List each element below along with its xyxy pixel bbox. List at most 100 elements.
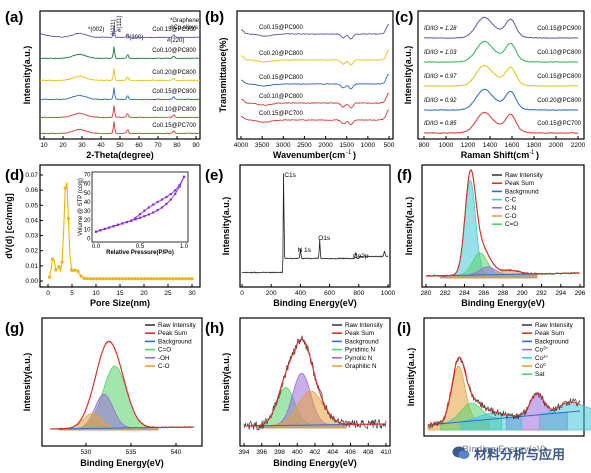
xrd-curve-label: Co0.10@PC800 [152, 48, 196, 54]
n1s-legend-entry: Pyridinic N [345, 347, 376, 354]
xrd-xlabel: 2-Theta(degree) [86, 150, 154, 160]
survey-peak-c1s: C1s [284, 172, 296, 179]
inset-point [138, 213, 142, 216]
pore-point [155, 277, 159, 281]
xrd-series [39, 25, 201, 39]
ftir-series [240, 109, 390, 126]
inset-point [103, 227, 106, 231]
co2p-legend-entry: Raw Intensity [535, 322, 574, 329]
panel-label-i: (i) [397, 320, 411, 337]
pore-point [76, 269, 80, 273]
ftir-curve-label: Co0.15@PC700 [259, 111, 303, 117]
c1s-legend-entry: Raw Intensity [505, 172, 544, 179]
c1s-xlabel: Binding Energy(eV) [461, 298, 545, 308]
inset-xlabel: Relative Pressure(P/Po) [106, 250, 174, 256]
ftir-x-tick-label: 2000 [318, 142, 333, 149]
ftir-x-tick-label: 2500 [297, 142, 312, 149]
co2p-ylabel: Intensity(a.u.) [406, 348, 416, 407]
raman-series [423, 111, 579, 134]
o1s-xlabel: Binding Energy(eV) [80, 458, 164, 468]
raman-xlabel-sup: -1 [529, 150, 535, 156]
pore-point [111, 277, 115, 281]
inset-point [174, 189, 177, 192]
pore-point [95, 277, 99, 281]
inset-point [143, 215, 146, 218]
xrd-x-tick-label: 10 [40, 142, 48, 149]
raman-x-tick-label: 1400 [483, 142, 498, 149]
panel-label-b: (b) [205, 9, 224, 26]
ftir-series [240, 73, 390, 90]
n1s-x-tick-label: 408 [363, 449, 374, 456]
raman-curve-label: Co0.10@PC800 [537, 50, 581, 56]
xrd-x-tick-label: 40 [97, 142, 105, 149]
n1s-x-tick-label: 402 [310, 449, 321, 456]
ftir-xlabel-end: ) [353, 150, 356, 160]
raman-x-tick-label: 1800 [527, 142, 542, 149]
pore-point [149, 277, 153, 281]
survey-x-tick-label: 0 [240, 290, 244, 297]
n1s-sum [244, 338, 386, 427]
co2p-xlabel: Binding Energy(eV) [462, 444, 546, 454]
pore-point [171, 277, 175, 281]
pore-point [158, 277, 162, 281]
inset-point [178, 185, 181, 188]
n1s-ylabel: Intensity(a.u.) [221, 353, 231, 412]
co2p-legend-entry: Co0 [535, 362, 546, 371]
co2p-legend-entry: Co3+ [535, 345, 549, 354]
pore-point [82, 276, 86, 280]
o1s-legend-entry: -OH [158, 355, 170, 362]
inset-point [169, 198, 172, 201]
xrd-series [40, 121, 201, 135]
frame-e [239, 164, 391, 288]
c1s-legend-entry: Background [505, 188, 539, 195]
ftir-x-tick-label: 3500 [255, 142, 270, 149]
raman-x-tick-label: 2200 [571, 142, 586, 149]
pore-point [133, 277, 137, 281]
pore-point [146, 277, 150, 281]
o1s-legend-entry: Background [158, 338, 192, 345]
o1s-legend-entry: C-O [158, 363, 170, 370]
pore-point [190, 277, 194, 281]
ftir-curve-label: Co0.10@PC800 [259, 94, 303, 100]
pore-point [177, 277, 181, 281]
frame-i [423, 317, 585, 437]
survey-x-tick-label: 1000 [381, 290, 396, 297]
c1s-legend-entry: C-C [505, 197, 517, 204]
pore-point [161, 277, 166, 281]
watermark-text: 材料分析与应用 [474, 447, 566, 463]
panel-label-c: (c) [395, 9, 413, 26]
raman-series [423, 40, 579, 63]
c1s-x-tick-label: 294 [555, 290, 566, 297]
raman-ratio: ID/IG = 0.92 [424, 98, 457, 104]
raman-x-tick-label: 1600 [505, 142, 520, 149]
watermark: 材料分析与应用 [452, 440, 584, 466]
ftir-x-tick-label: 500 [384, 142, 395, 149]
ftir-series [240, 92, 390, 109]
ftir-ylabel: Transmittance(%) [218, 37, 228, 112]
n1s-legend-entry: Graphitic N [345, 363, 377, 370]
panel-label-e: (e) [205, 167, 223, 184]
survey-ylabel: Intensity(a.u.) [221, 197, 231, 256]
xrd-x-tick-label: 50 [116, 142, 124, 149]
xrd-curve-label: Co0.15@PC800 [152, 89, 196, 95]
xrd-legend-co: #Co alloys [170, 25, 198, 31]
frame-g [41, 317, 203, 447]
pore-point [89, 277, 93, 281]
co2p-background [427, 410, 581, 426]
pore-ylabel: dV(d) [cc/nm/g] [4, 193, 14, 259]
inset-y-tick-label: 30 [84, 209, 91, 215]
xrd-x-tick-label: 70 [154, 142, 162, 149]
panel-label-d: (d) [5, 167, 24, 184]
pore-point [120, 277, 124, 281]
c1s-x-tick-label: 284 [459, 290, 470, 297]
survey-peak-n1s: N 1s [297, 247, 311, 254]
pore-x-tick-label: 15 [116, 290, 124, 297]
c1s-x-tick-label: 290 [517, 290, 528, 297]
inset-y-tick-label: 70 [84, 173, 91, 179]
pore-point [108, 277, 112, 281]
inset-y-tick-label: 60 [84, 182, 91, 188]
ftir-x-tick-label: 4000 [234, 142, 249, 149]
inset-point [134, 218, 137, 221]
raman-x-tick-label: 1200 [461, 142, 476, 149]
